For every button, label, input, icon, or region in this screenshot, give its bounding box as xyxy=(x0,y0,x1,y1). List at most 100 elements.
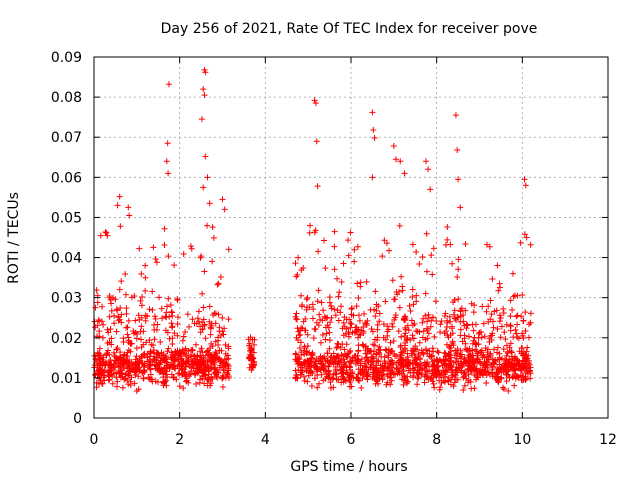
data-point xyxy=(114,344,121,351)
data-point xyxy=(334,275,341,282)
data-point xyxy=(208,364,215,371)
data-point xyxy=(147,348,154,355)
data-point xyxy=(192,341,199,348)
data-point xyxy=(245,336,252,343)
data-point xyxy=(355,366,362,373)
data-point xyxy=(131,330,138,337)
data-point xyxy=(338,303,345,310)
data-point xyxy=(463,321,470,328)
data-point xyxy=(410,374,417,381)
data-point xyxy=(350,312,357,319)
data-point xyxy=(109,380,116,387)
data-point xyxy=(450,311,457,318)
data-point xyxy=(376,310,383,317)
data-point xyxy=(464,322,471,329)
data-point xyxy=(222,350,229,357)
data-point xyxy=(423,230,430,237)
data-point xyxy=(415,375,422,382)
data-point xyxy=(118,278,125,285)
data-point xyxy=(512,292,519,299)
data-point xyxy=(354,243,361,250)
data-point xyxy=(306,229,313,236)
data-point xyxy=(385,364,392,371)
data-point xyxy=(94,349,101,356)
data-point xyxy=(334,353,341,360)
data-point xyxy=(251,341,258,348)
data-point xyxy=(478,349,485,356)
data-point xyxy=(411,350,418,357)
data-point xyxy=(371,135,378,142)
data-point xyxy=(166,313,173,320)
data-point xyxy=(375,357,382,364)
data-point xyxy=(431,363,438,370)
data-point xyxy=(474,359,481,366)
data-point xyxy=(195,308,202,315)
data-point xyxy=(435,349,442,356)
data-point xyxy=(120,335,127,342)
data-point xyxy=(409,286,416,293)
data-point xyxy=(142,262,149,269)
data-point xyxy=(398,273,405,280)
data-point xyxy=(153,326,160,333)
data-point xyxy=(370,341,377,348)
data-point xyxy=(114,202,121,209)
data-point xyxy=(452,366,459,373)
data-point xyxy=(210,361,217,368)
data-point xyxy=(103,351,110,358)
data-point xyxy=(460,387,467,394)
data-point xyxy=(430,245,437,252)
data-point xyxy=(316,311,323,318)
data-point xyxy=(310,335,317,342)
data-point xyxy=(315,287,322,294)
axis-ticks xyxy=(93,56,609,419)
data-point xyxy=(453,355,460,362)
data-point xyxy=(201,92,208,99)
data-point xyxy=(518,345,525,352)
data-point xyxy=(311,97,318,104)
data-point xyxy=(405,367,412,374)
data-point xyxy=(314,363,321,370)
data-point xyxy=(108,367,115,374)
data-point xyxy=(318,371,325,378)
data-point xyxy=(424,318,431,325)
chart-title: Day 256 of 2021, Rate Of TEC Index for r… xyxy=(161,21,538,37)
data-point xyxy=(426,368,433,375)
data-point xyxy=(333,376,340,383)
data-point xyxy=(461,335,468,342)
data-point xyxy=(519,291,526,298)
data-point xyxy=(485,356,492,363)
data-point xyxy=(406,303,413,310)
data-point xyxy=(115,363,122,370)
data-point xyxy=(431,384,438,391)
data-point xyxy=(339,341,346,348)
data-point xyxy=(364,357,371,364)
data-point xyxy=(225,373,232,380)
data-point xyxy=(444,236,451,243)
data-point xyxy=(518,313,525,320)
data-point xyxy=(515,374,522,381)
data-point xyxy=(517,239,524,246)
data-point xyxy=(422,158,429,165)
data-point xyxy=(357,332,364,339)
data-point xyxy=(131,380,138,387)
data-point xyxy=(246,342,253,349)
data-point xyxy=(479,303,486,310)
data-point xyxy=(203,348,210,355)
data-point xyxy=(127,382,134,389)
data-point xyxy=(496,280,503,287)
data-point xyxy=(135,373,142,380)
data-point xyxy=(307,222,314,229)
data-point xyxy=(496,354,503,361)
data-point xyxy=(318,364,325,371)
data-point xyxy=(496,312,503,319)
data-point xyxy=(326,337,333,344)
data-point xyxy=(304,331,311,338)
data-point xyxy=(389,358,396,365)
data-point xyxy=(136,360,143,367)
data-point xyxy=(102,229,109,236)
data-point xyxy=(150,244,157,251)
data-point xyxy=(170,363,177,370)
data-point xyxy=(340,260,347,267)
data-point xyxy=(383,381,390,388)
data-point xyxy=(522,373,529,380)
